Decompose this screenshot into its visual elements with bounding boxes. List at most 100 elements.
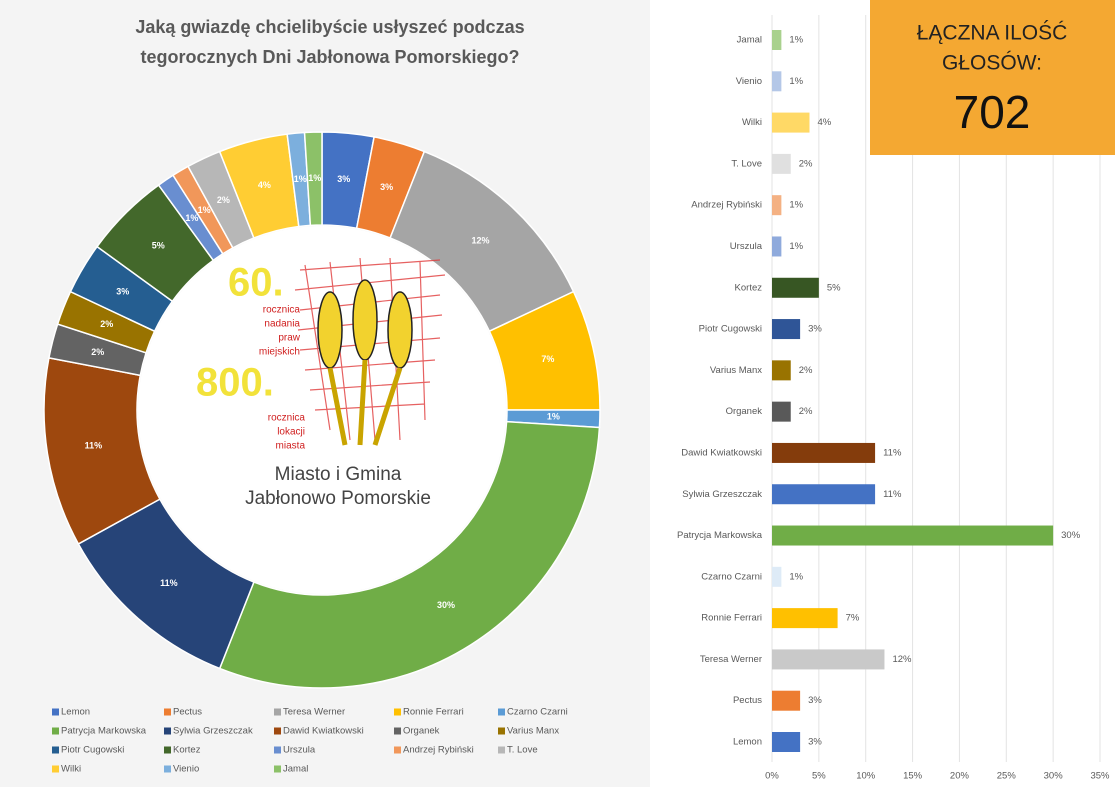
legend-swatch [164, 727, 171, 735]
logo-art [294, 257, 446, 446]
data-label: 2% [100, 319, 113, 329]
x-tick-label: 10% [856, 771, 876, 782]
y-tick-label: Czarno Czarni [701, 571, 762, 582]
data-label: 1% [308, 173, 321, 183]
y-tick-label: Jamal [737, 35, 762, 46]
bar [772, 319, 801, 340]
legend-label: Urszula [283, 745, 316, 756]
legend-label: Varius Manx [507, 726, 559, 737]
bar [772, 442, 876, 463]
data-label: 2% [799, 406, 813, 417]
data-label: 2% [91, 347, 104, 357]
data-label: 1% [789, 76, 803, 87]
data-label: 4% [258, 180, 271, 190]
y-tick-label: Andrzej Rybiński [691, 200, 762, 211]
legend-swatch [164, 708, 171, 716]
chart-title: Jaką gwiazdę chcielibyście usłyszeć podc… [135, 17, 524, 37]
logo-text: rocznica [263, 305, 301, 316]
data-label: 11% [160, 578, 178, 588]
legend-swatch [164, 765, 171, 773]
x-tick-label: 0% [765, 771, 779, 782]
legend-swatch [274, 708, 281, 716]
legend-label: Andrzej Rybiński [403, 745, 474, 756]
legend-label: Wilki [61, 764, 81, 775]
legend-swatch [274, 765, 281, 773]
bar [772, 525, 1054, 546]
y-tick-label: Sylwia Grzeszczak [682, 489, 762, 500]
logo-number: 60. [228, 261, 284, 305]
legend-label: T. Love [507, 745, 538, 756]
legend-label: Teresa Werner [283, 707, 345, 718]
legend-swatch [498, 708, 505, 716]
legend-swatch [498, 727, 505, 735]
data-label: 1% [789, 241, 803, 252]
data-label: 7% [846, 613, 860, 624]
bar [772, 690, 801, 711]
legend-label: Lemon [61, 707, 90, 718]
data-label: 2% [217, 195, 230, 205]
data-label: 1% [789, 571, 803, 582]
data-label: 5% [152, 241, 165, 251]
legend-swatch [274, 746, 281, 754]
x-tick-label: 25% [997, 771, 1017, 782]
data-label: 7% [541, 354, 554, 364]
summary-title: GŁOSÓW: [942, 52, 1042, 75]
legend-swatch [394, 708, 401, 716]
legend-swatch [394, 727, 401, 735]
data-label: 11% [85, 441, 103, 451]
legend-label: Vienio [173, 764, 199, 775]
logo-number: 800. [196, 361, 274, 405]
legend-swatch [52, 746, 59, 754]
data-label: 1% [294, 174, 307, 184]
legend-label: Piotr Cugowski [61, 745, 124, 756]
x-tick-label: 15% [903, 771, 923, 782]
data-label: 30% [1061, 530, 1081, 541]
y-tick-label: Varius Manx [710, 365, 762, 376]
logo-name: Jabłonowo Pomorskie [245, 488, 431, 509]
data-label: 2% [799, 365, 813, 376]
data-label: 12% [471, 236, 489, 246]
logo-text: miejskich [259, 347, 300, 358]
y-tick-label: T. Love [731, 158, 762, 169]
data-label: 1% [547, 412, 560, 422]
bar [772, 608, 838, 629]
data-label: 1% [185, 213, 198, 223]
bar [772, 71, 782, 92]
bar [772, 566, 782, 587]
x-tick-label: 20% [950, 771, 970, 782]
legend-swatch [498, 746, 505, 754]
data-label: 3% [337, 174, 350, 184]
legend-label: Jamal [283, 764, 308, 775]
legend-swatch [394, 746, 401, 754]
data-label: 2% [799, 158, 813, 169]
data-label: 3% [380, 182, 393, 192]
bar [772, 112, 810, 133]
logo-text: praw [278, 333, 300, 344]
legend-swatch [52, 727, 59, 735]
y-tick-label: Urszula [730, 241, 763, 252]
y-tick-label: Teresa Werner [700, 654, 762, 665]
y-tick-label: Organek [726, 406, 763, 417]
legend-label: Patrycja Markowska [61, 726, 147, 737]
y-tick-label: Pectus [733, 695, 762, 706]
x-tick-label: 30% [1044, 771, 1064, 782]
data-label: 12% [892, 654, 912, 665]
legend-label: Czarno Czarni [507, 707, 568, 718]
legend-label: Kortez [173, 745, 201, 756]
bar [772, 30, 782, 50]
logo-name: Miasto i Gmina [275, 464, 402, 485]
donut-segment [218, 420, 601, 689]
data-label: 3% [808, 737, 822, 748]
y-tick-label: Kortez [735, 282, 763, 293]
logo-text: rocznica [268, 413, 306, 424]
legend-label: Pectus [173, 707, 202, 718]
summary-title: ŁĄCZNA ILOŚĆ [917, 21, 1068, 45]
bar [772, 360, 791, 381]
data-label: 3% [808, 324, 822, 335]
bar [772, 236, 782, 257]
bar [772, 153, 791, 174]
data-label: 1% [789, 200, 803, 211]
donut-segment [303, 131, 323, 227]
y-tick-label: Dawid Kwiatkowski [681, 447, 762, 458]
x-tick-label: 35% [1090, 771, 1110, 782]
